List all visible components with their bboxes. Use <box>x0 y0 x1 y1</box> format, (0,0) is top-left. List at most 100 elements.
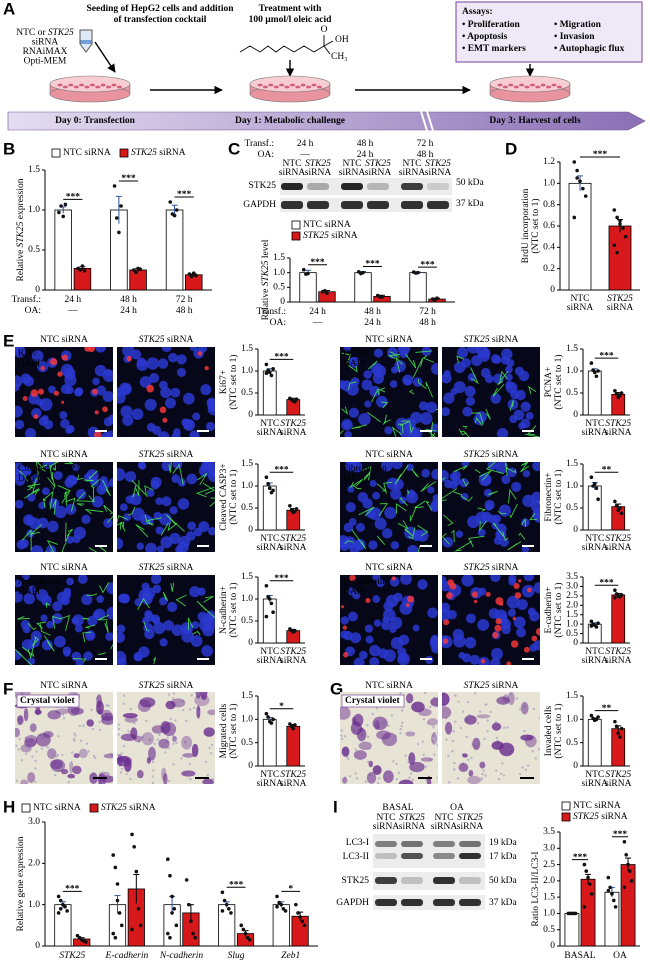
cell <box>508 83 514 87</box>
data-point <box>589 892 594 896</box>
stain-label: Cleaved CASP3 <box>18 464 80 474</box>
nucleus <box>15 405 23 418</box>
data-point <box>594 625 599 629</box>
stain-fiber <box>412 358 424 379</box>
stain-spot <box>365 597 371 603</box>
stain-fiber <box>187 617 194 631</box>
data-point <box>626 862 630 867</box>
stain-fiber <box>352 484 362 490</box>
nucleus <box>133 653 142 662</box>
nucleus <box>85 630 96 641</box>
blot-band <box>401 899 423 906</box>
stain-fiber <box>492 522 505 537</box>
stain-fiber <box>502 531 509 542</box>
stain-fiber <box>98 652 106 655</box>
data-point <box>57 210 61 215</box>
x-tick-label: 24 h <box>364 318 381 328</box>
nucleus <box>23 514 35 526</box>
data-point <box>586 875 590 880</box>
nucleus <box>365 508 376 519</box>
stained-cell <box>86 719 94 727</box>
cell <box>89 83 95 87</box>
pore <box>185 719 188 722</box>
data-point <box>220 909 225 913</box>
stain-spot <box>22 396 28 401</box>
image-label: NTC siRNA <box>365 563 413 573</box>
stain-fiber <box>143 621 149 632</box>
nucleus <box>65 503 77 515</box>
pore <box>174 719 177 722</box>
pore <box>495 769 498 772</box>
nucleus <box>450 388 458 396</box>
nucleus <box>31 474 40 483</box>
stain-fiber <box>61 491 70 504</box>
y-tick-label: 0.2 <box>543 264 555 274</box>
y-tick-label: 1.0 <box>566 619 578 629</box>
blot-band <box>375 877 397 884</box>
stain-fiber <box>24 487 40 499</box>
nucleus <box>192 412 201 421</box>
x-tick-label: siRNA <box>280 543 307 553</box>
blot-band <box>307 201 329 209</box>
stain-fiber <box>378 503 389 517</box>
protein-label: STK25 <box>342 876 370 886</box>
blot-band <box>427 201 449 209</box>
stain-fiber <box>361 465 372 481</box>
data-point <box>588 882 592 886</box>
timeline-label: Day 1: Metabolic challenge <box>235 116 345 126</box>
nucleus <box>59 411 68 420</box>
stain-fiber <box>19 470 29 482</box>
x-tick-label: siRNA <box>605 543 632 553</box>
micrograph <box>442 692 540 784</box>
data-point <box>615 250 619 255</box>
data-point <box>172 907 177 911</box>
bar <box>354 272 372 303</box>
blot-band <box>281 183 303 190</box>
tube-liquid <box>80 40 92 44</box>
lane-label: siRNA <box>279 168 306 178</box>
stain-fiber <box>471 412 484 425</box>
data-point <box>271 488 275 493</box>
stain-spot <box>61 400 65 404</box>
stain-fiber <box>453 465 468 473</box>
significance-label: *** <box>274 574 289 584</box>
bar <box>262 718 277 767</box>
blot-row-label: Transf.: <box>245 138 274 149</box>
stained-cell <box>49 759 63 770</box>
stained-cell <box>181 735 193 750</box>
nucleus <box>347 462 358 468</box>
data-point <box>618 735 622 739</box>
cell <box>295 85 301 89</box>
lane-label: siRNA <box>425 168 452 178</box>
text-part: siRNA <box>165 681 194 691</box>
nucleus <box>186 473 198 485</box>
y-axis-label: (NTC set to 1) <box>228 582 239 637</box>
nucleus <box>352 591 361 600</box>
nucleus <box>161 347 172 353</box>
nucleus <box>62 590 72 599</box>
nucleus <box>431 363 438 375</box>
stain-fiber <box>415 350 433 353</box>
nucleus <box>157 358 169 369</box>
x-tick-label: NTC <box>260 419 279 429</box>
micrograph <box>340 692 438 784</box>
nucleus <box>343 630 353 641</box>
data-point <box>132 845 136 849</box>
nucleus <box>533 581 540 594</box>
nucleus <box>418 401 429 411</box>
nucleus <box>53 635 66 648</box>
x-tick-label: Slug <box>228 951 245 961</box>
pore <box>158 733 161 737</box>
stain-fiber <box>27 622 37 631</box>
cell <box>106 85 112 89</box>
stain-fiber <box>104 620 109 633</box>
data-point <box>613 719 617 724</box>
stain-label: PCNA <box>343 349 368 359</box>
y-axis-label: (NTC set to 1) <box>228 354 239 409</box>
nucleus <box>477 618 490 631</box>
pore <box>173 736 177 740</box>
nucleus <box>430 636 438 646</box>
y-tick-label: 1.0 <box>241 481 253 491</box>
stain-fiber <box>168 462 172 473</box>
pore <box>55 755 58 758</box>
